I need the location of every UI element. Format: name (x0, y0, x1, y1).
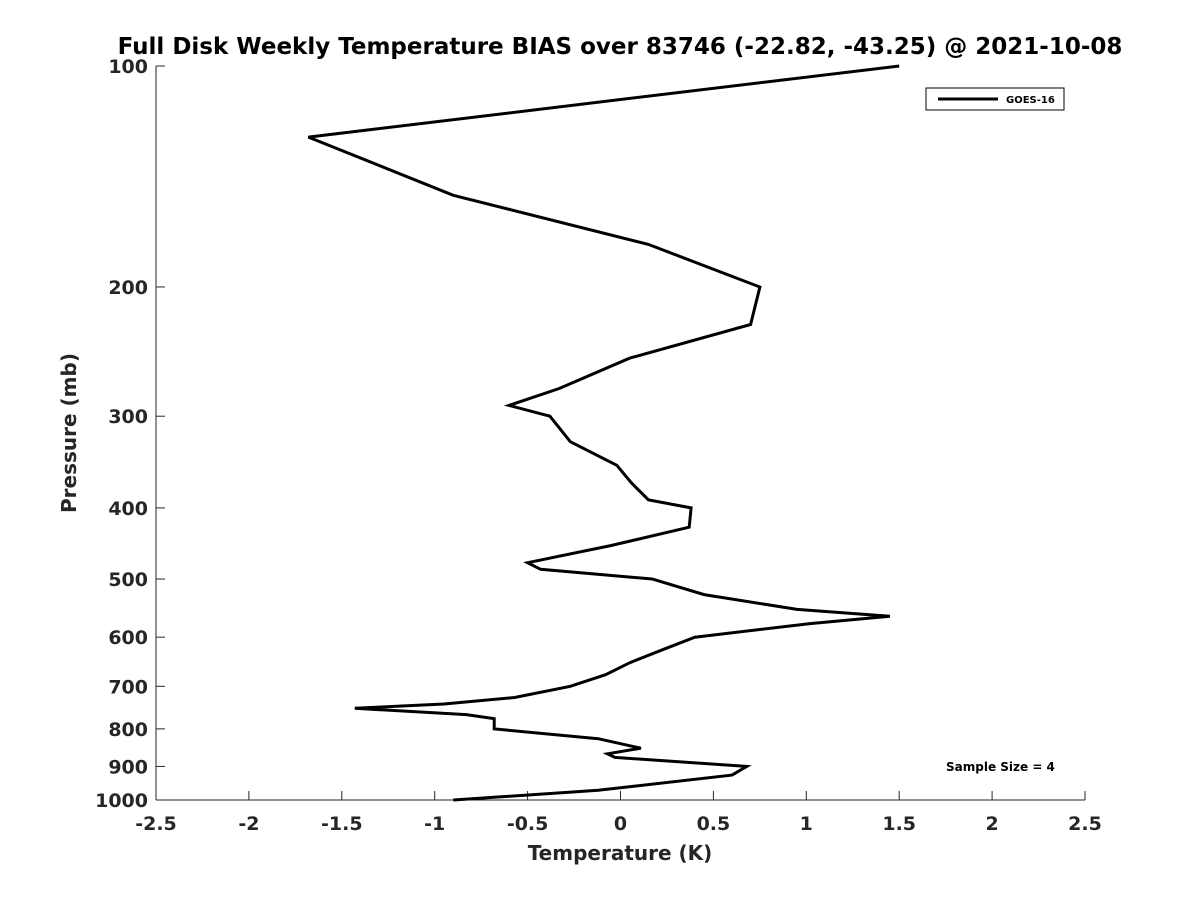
x-tick-label: 1.5 (882, 813, 916, 835)
y-tick-label: 500 (108, 569, 148, 591)
y-tick-label: 600 (108, 627, 148, 649)
x-tick-label: 2 (985, 813, 998, 835)
plot-area (155, 66, 1085, 801)
chart-title: Full Disk Weekly Temperature BIAS over 8… (118, 34, 1123, 60)
x-tick-label: -1 (424, 813, 445, 835)
x-tick-label: -1.5 (321, 813, 363, 835)
x-tick-label: 0.5 (697, 813, 731, 835)
x-tick-label: 0 (614, 813, 627, 835)
x-tick-label: -2.5 (135, 813, 177, 835)
x-tick-label: 2.5 (1068, 813, 1102, 835)
y-tick-label: 100 (108, 56, 148, 78)
legend: GOES-16 (925, 87, 1065, 111)
y-tick-label: 900 (108, 756, 148, 778)
y-tick-label: 200 (108, 277, 148, 299)
x-ticks: -2.5 -2 -1.5 -1 -0.5 0 0.5 1 1.5 2 2.5 (135, 791, 1102, 835)
series-line-goes16 (307, 64, 900, 802)
y-ticks: 100 200 300 400 500 600 700 800 900 1000 (95, 56, 165, 812)
y-tick-label: 700 (108, 676, 148, 698)
y-tick-label: 1000 (95, 790, 148, 812)
x-tick-label: -0.5 (507, 813, 549, 835)
sample-size-annotation: Sample Size = 4 (946, 760, 1055, 774)
x-axis-label: Temperature (K) (528, 841, 713, 865)
y-tick-label: 400 (108, 498, 148, 520)
y-axis-label: Pressure (mb) (57, 353, 81, 513)
y-tick-label: 300 (108, 406, 148, 428)
legend-label-goes16: GOES-16 (1006, 95, 1055, 106)
x-tick-label: 1 (800, 813, 813, 835)
x-tick-label: -2 (238, 813, 259, 835)
y-tick-label: 800 (108, 719, 148, 741)
